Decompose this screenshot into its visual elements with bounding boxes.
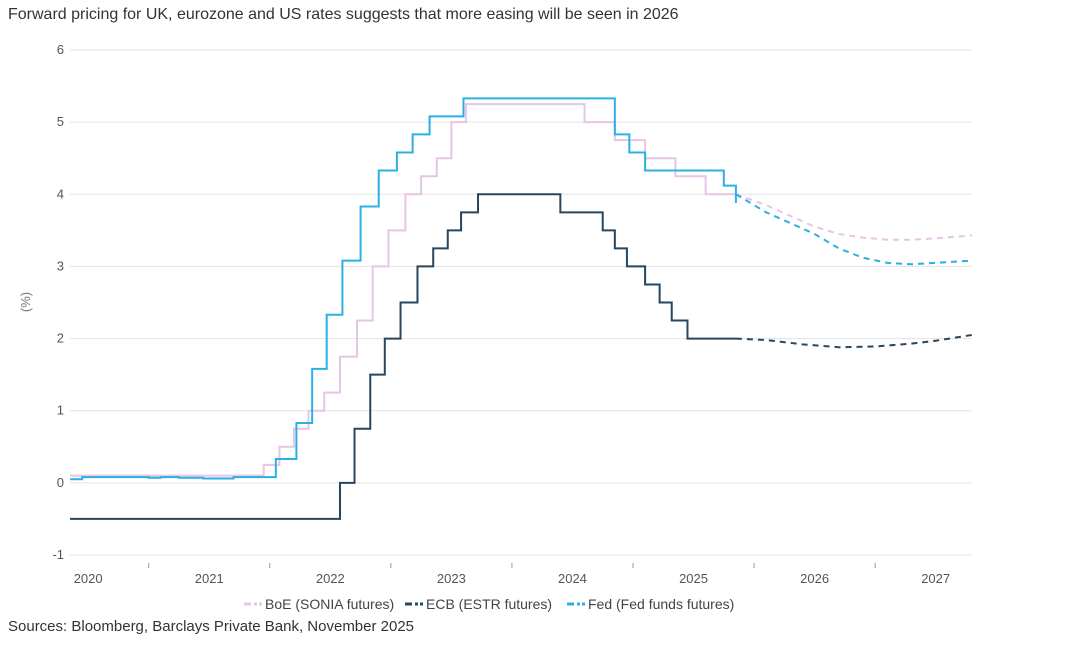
y-tick-label: 3: [57, 258, 64, 273]
x-tick-label: 2023: [437, 571, 466, 586]
y-axis-ticks: -1 0 1 2 3 4 5 6: [52, 42, 64, 562]
chart-title: Forward pricing for UK, eurozone and US …: [8, 6, 679, 23]
series-line: [735, 193, 973, 266]
series-line: [70, 97, 737, 481]
x-tick-label: 2020: [74, 571, 103, 586]
y-axis-label: (%): [18, 292, 33, 312]
gridlines: [70, 49, 972, 556]
series-line: [735, 193, 973, 241]
source-note: Sources: Bloomberg, Barclays Private Ban…: [8, 618, 415, 635]
legend-label: ECB (ESTR futures): [426, 596, 552, 612]
legend: BoE (SONIA futures) ECB (ESTR futures) Fed…: [244, 596, 734, 612]
x-tick-label: 2021: [195, 571, 224, 586]
y-tick-label: 6: [57, 42, 64, 57]
series-line: [70, 103, 736, 477]
y-tick-label: 4: [57, 186, 64, 201]
series-line: [70, 193, 736, 520]
y-tick-label: 1: [57, 403, 64, 418]
x-tick-label: 2024: [558, 571, 587, 586]
legend-label: BoE (SONIA futures): [265, 596, 394, 612]
series-line: [735, 333, 973, 349]
x-tick-label: 2025: [679, 571, 708, 586]
y-tick-label: 0: [57, 475, 64, 490]
y-tick-label: 5: [57, 114, 64, 129]
series-lines: [70, 97, 973, 520]
y-tick-label: -1: [52, 547, 64, 562]
x-axis-ticks: 2020 2021 2022 2023 2024 2025 2026 2027: [74, 563, 950, 586]
x-tick-label: 2027: [921, 571, 950, 586]
legend-label: Fed (Fed funds futures): [588, 596, 734, 612]
x-tick-label: 2022: [316, 571, 345, 586]
y-tick-label: 2: [57, 331, 64, 346]
x-tick-label: 2026: [800, 571, 829, 586]
